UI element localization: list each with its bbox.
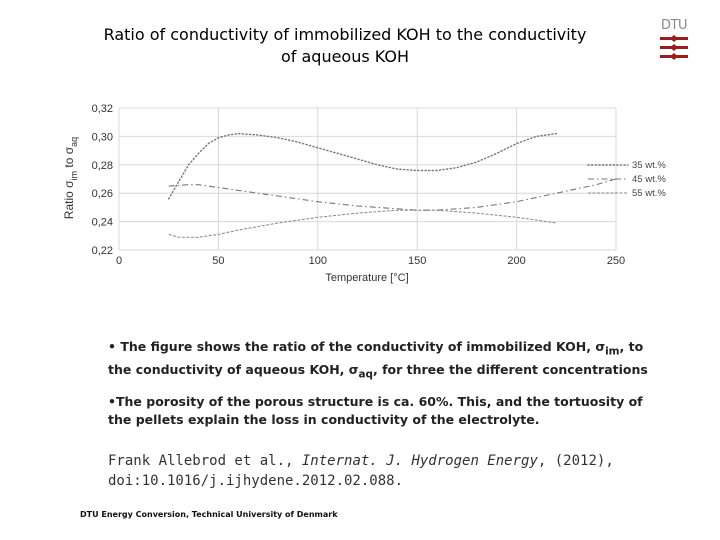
y-axis-label-sub2: aq xyxy=(69,137,79,147)
x-axis-label: Temperature [°C] xyxy=(325,272,408,284)
y-axis-label-mid: to σ xyxy=(62,146,76,171)
slide-title-line1: Ratio of conductivity of immobilized KOH… xyxy=(103,25,587,44)
bullet-list: • The figure shows the ratio of the cond… xyxy=(108,338,668,439)
reference: Frank Allebrod et al., Internat. J. Hydr… xyxy=(108,451,668,491)
x-tick-label: 0 xyxy=(116,255,122,267)
dtu-logo: DTU xyxy=(658,18,690,68)
chart-grid xyxy=(118,107,617,251)
logo-diamond xyxy=(670,35,678,42)
bullet-1-text-a: • The figure shows the ratio of the cond… xyxy=(108,339,606,354)
series-line-2 xyxy=(168,178,617,211)
conductivity-ratio-chart: 0 50 100 150 200 2500,220,240,260,280,300,32 … xyxy=(62,103,666,284)
reference-journal: Internat. J. Hydrogen Energy xyxy=(301,453,538,469)
legend-label-1: 35 wt.% xyxy=(632,160,666,171)
chart-legend: 35 wt.% 45 wt.% 55 wt.% xyxy=(587,160,666,199)
series-line-1 xyxy=(168,132,558,200)
chart-series xyxy=(168,132,617,238)
x-tick-label: 50 xyxy=(212,255,224,267)
bullet-2: •The porosity of the porous structure is… xyxy=(108,394,643,427)
legend-label-3: 55 wt.% xyxy=(632,188,666,199)
bullet-1-text-c: , for three the different concentrations xyxy=(372,361,648,377)
y-tick-label: 0,22 xyxy=(92,245,113,257)
reference-line1: Frank Allebrod et al., Internat. J. Hydr… xyxy=(108,451,668,471)
bullet-1-text-b: , to the conductivity of aqueous KOH, σ xyxy=(108,339,644,377)
footer-text: DTU Energy Conversion, Technical Univers… xyxy=(80,510,338,519)
logo-diamond xyxy=(670,44,678,51)
slide-title-line2: of aqueous KOH xyxy=(280,47,410,66)
dtu-logo-text: DTU xyxy=(661,18,687,33)
legend-label-2: 45 wt.% xyxy=(632,174,666,185)
x-tick-label: 150 xyxy=(408,255,426,267)
y-tick-label: 0,24 xyxy=(92,217,113,229)
chart-tick-labels: 0 50 100 150 200 250 0,22 0,24 0,26 0,28 0,30 0,32 xyxy=(92,103,626,267)
slide-title: Ratio of conductivity of immobilized KOH… xyxy=(30,24,660,68)
y-axis-label: Ratio σim to σaq xyxy=(62,137,79,219)
y-tick-label: 0,32 xyxy=(92,103,113,115)
y-tick-label: 0,30 xyxy=(92,131,113,143)
y-axis-label-sub1: im xyxy=(69,171,79,181)
reference-doi: doi:10.1016/j.ijhydene.2012.02.088. xyxy=(108,473,404,489)
x-tick-label: 100 xyxy=(309,255,327,267)
series-line-3 xyxy=(168,209,557,238)
bullet-1: • The figure shows the ratio of the cond… xyxy=(108,338,668,383)
dtu-logo-mark xyxy=(660,35,688,60)
logo-diamond xyxy=(670,53,678,60)
y-tick-label: 0,26 xyxy=(92,188,113,200)
bullet-1-sub-im: im xyxy=(605,345,620,358)
reference-year: , (2012), xyxy=(537,453,614,469)
bullet-1-sub-aq: aq xyxy=(358,368,373,380)
reference-authors: Frank Allebrod et al., xyxy=(108,453,302,469)
y-axis-label-prefix: Ratio σ xyxy=(62,180,76,219)
y-tick-label: 0,28 xyxy=(92,160,113,172)
x-tick-label: 200 xyxy=(507,255,525,267)
x-tick-label: 250 xyxy=(607,255,625,267)
